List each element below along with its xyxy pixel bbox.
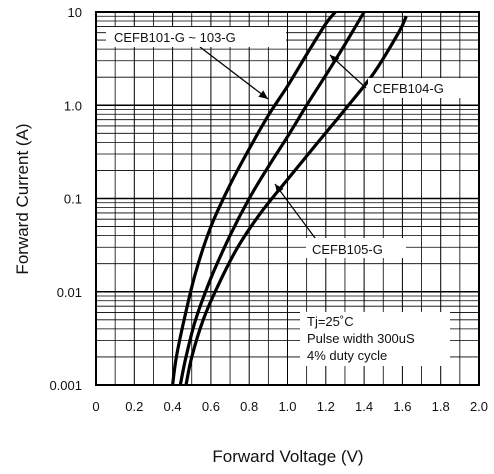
leader-lines: [199, 46, 367, 243]
x-tick-label: 1.6: [393, 399, 411, 414]
series-label-cefb101-103: CEFB101-G ~ 103-G: [114, 30, 236, 45]
plot-frame: [95, 11, 480, 386]
x-tick-label: 2.0: [470, 399, 488, 414]
x-tick-labels: 0 0.2 0.4 0.6 0.8 1.0 1.2 1.4 1.6 1.8 2.0: [92, 399, 488, 414]
condition-temperature: Tj=25˚C: [307, 314, 354, 329]
series-curve-2: [178, 11, 366, 386]
y-tick-label: 0.1: [64, 192, 82, 207]
series-layer: [171, 10, 408, 386]
x-tick-label: 1.0: [278, 399, 296, 414]
condition-duty-cycle: 4% duty cycle: [307, 348, 387, 363]
conditions-box: [300, 312, 450, 366]
y-tick-label: 0.01: [57, 285, 82, 300]
label-box-2: [368, 78, 466, 98]
leader-line-cefb101-103-arrowhead: [258, 90, 268, 99]
x-tick-label: 0.2: [125, 399, 143, 414]
x-axis-title: Forward Voltage (V): [212, 447, 363, 466]
y-tick-label: 0.001: [49, 378, 82, 393]
leader-line-cefb104-arrowhead: [330, 55, 340, 65]
y-tick-label: 1.0: [64, 98, 82, 113]
series-curve-3: [184, 15, 408, 386]
y-axis-title: Forward Current (A): [13, 123, 32, 274]
x-tick-label: 1.2: [317, 399, 335, 414]
x-tick-label: 1.4: [355, 399, 373, 414]
x-tick-label: 0.4: [164, 399, 182, 414]
leader-line-cefb101-103: [199, 46, 269, 100]
series-curve-1: [171, 10, 337, 386]
x-tick-label: 0: [92, 399, 99, 414]
x-tick-label: 1.8: [432, 399, 450, 414]
label-box-1: [106, 27, 286, 47]
condition-pulse-width: Pulse width 300uS: [307, 331, 415, 346]
y-tick-labels: 0.001 0.01 0.1 1.0 10: [49, 5, 82, 393]
label-box-3: [306, 238, 406, 258]
leader-line-cefb105-arrowhead: [275, 184, 284, 194]
y-tick-label: 10: [68, 5, 82, 20]
leader-line-cefb105: [274, 183, 319, 243]
series-label-cefb105: CEFB105-G: [312, 242, 383, 257]
x-tick-label: 0.6: [202, 399, 220, 414]
x-tick-label: 0.8: [240, 399, 258, 414]
series-label-cefb104: CEFB104-G: [373, 81, 444, 96]
